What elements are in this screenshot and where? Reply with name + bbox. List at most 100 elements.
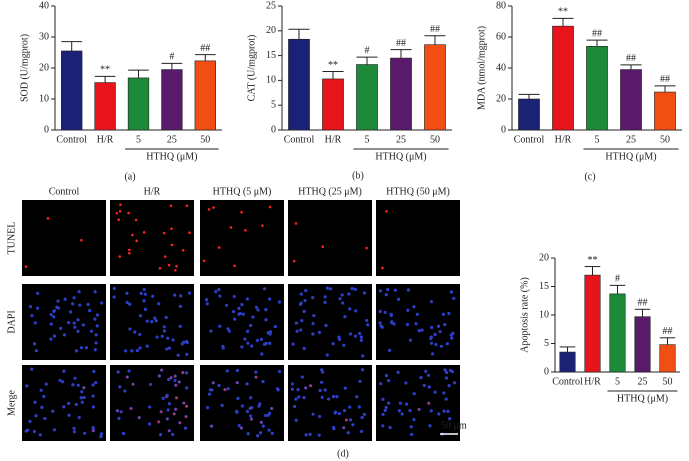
cell-dot [91,383,95,387]
y-tick-label: 20 [539,252,549,263]
cell-dot [55,305,59,309]
cell-dot [25,428,30,432]
cell-dot [174,384,177,387]
cell-dot [233,317,237,321]
bar [424,44,446,131]
cell-dot [299,292,303,296]
cell-dot [214,290,218,294]
cell-dot [400,412,404,416]
cell-dot [362,412,366,416]
cell-dot [72,426,76,430]
cell-dot [130,349,134,353]
cell-dot [188,231,191,235]
micrograph [22,200,106,276]
cell-dot [174,408,177,411]
y-tick-label: 0 [271,124,276,135]
cell-dot [268,297,272,301]
cell-dot [44,382,48,386]
y-tick-label: 10 [39,93,49,104]
cell-dot [175,264,178,268]
cell-dot [32,429,36,434]
micrograph [110,200,194,276]
cell-dot [227,329,231,333]
cell-dot [436,324,441,328]
y-tick-label: 0 [44,124,49,135]
cell-dot [410,432,414,437]
cell-dot [383,408,387,413]
y-tick-label: 25 [266,0,276,11]
cell-dot [112,295,116,299]
row-label: DAPI [6,310,17,333]
cell-dot [445,370,449,375]
cell-dot [212,381,215,384]
column-label: HTHQ (25 μM) [298,186,362,197]
cell-dot [95,324,99,328]
cell-dot [311,332,315,336]
cell-dot [417,329,421,333]
cell-dot [430,325,434,329]
cell-dot [79,346,84,350]
cell-dot [294,397,298,401]
significance-label: ## [663,326,673,337]
cell-dot [245,297,250,301]
cell-dot [246,341,250,345]
cell-dot [302,346,306,351]
cell-dot [325,353,329,357]
cell-dot [360,415,364,420]
cell-dot [342,426,345,429]
panel-label: (c) [584,171,595,182]
y-axis-title: Apoptosis rate (%) [519,277,530,353]
row-label: Merge [6,389,17,415]
cell-dot [59,326,63,330]
cell-dot [255,376,258,379]
cell-dot [184,371,189,375]
cell-dot [335,395,339,399]
cell-dot [412,392,416,396]
cell-dot [452,296,456,301]
significance-label: ** [558,7,568,18]
cell-dot [338,297,342,301]
cell-dot [245,329,250,333]
significance-label: ## [660,74,670,85]
cell-dot [249,396,253,400]
cell-dot [138,416,141,419]
y-tick-label: 80 [496,0,506,11]
significance-label: ## [200,43,210,54]
cell-dot [52,315,56,319]
cell-dot [128,327,132,331]
cell-dot [80,238,83,242]
y-tick-label: 0 [501,124,506,135]
cell-dot [249,323,253,328]
cell-dot [365,318,369,323]
y-tick-label: 10 [266,75,276,86]
cell-dot [142,287,146,292]
cell-dot [117,416,121,421]
cell-dot [125,291,129,295]
y-tick-label: 60 [496,31,506,42]
cell-dot [290,382,295,386]
cell-dot [34,414,38,418]
cell-dot [123,349,128,353]
cell-dot [178,380,181,383]
cell-dot [396,370,400,374]
cell-dot [244,229,247,232]
cell-dot [221,346,225,350]
cell-dot [178,421,181,424]
x-tick-label: 25 [626,134,636,145]
x-tick-label: H/R [555,134,572,145]
y-tick-label: 15 [539,281,549,292]
cell-dot [176,353,180,357]
cell-dot [112,286,116,291]
cell-dot [61,380,65,384]
cell-dot [49,313,53,317]
cell-dot [240,426,243,429]
cell-dot [207,392,212,396]
significance-label: ## [626,53,636,64]
cell-dot [415,312,419,316]
cell-dot [80,400,84,404]
cell-dot [218,324,222,328]
cell-dot [261,424,265,428]
cell-dot [165,393,169,397]
cell-dot [311,321,315,326]
